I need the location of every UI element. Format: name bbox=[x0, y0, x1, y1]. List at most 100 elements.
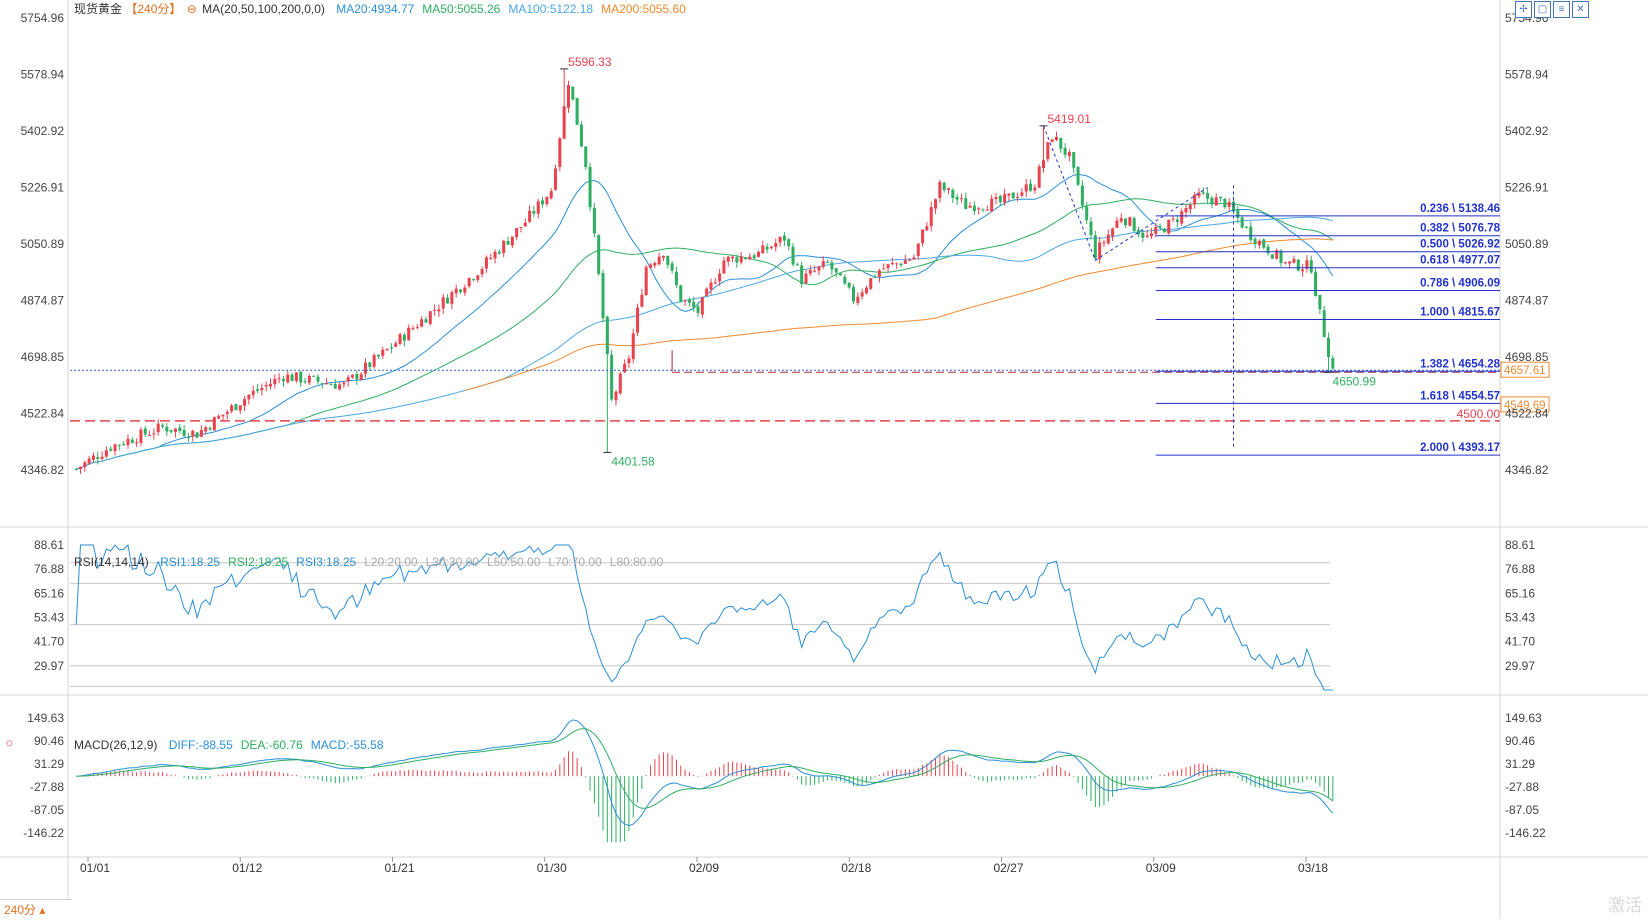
candle-body[interactable] bbox=[1029, 183, 1033, 191]
candle-body[interactable] bbox=[312, 375, 316, 377]
candle-body[interactable] bbox=[761, 245, 765, 254]
candle-body[interactable] bbox=[1244, 226, 1248, 228]
candle-body[interactable] bbox=[864, 287, 868, 294]
candle-body[interactable] bbox=[1020, 192, 1024, 196]
candle-body[interactable] bbox=[813, 270, 817, 272]
candle-body[interactable] bbox=[532, 211, 536, 214]
candle-body[interactable] bbox=[925, 226, 929, 231]
candle-body[interactable] bbox=[1128, 217, 1132, 226]
candle-body[interactable] bbox=[1033, 187, 1037, 191]
candle-body[interactable] bbox=[381, 349, 385, 356]
candle-body[interactable] bbox=[1322, 310, 1326, 337]
candle-body[interactable] bbox=[87, 458, 91, 464]
candle-body[interactable] bbox=[765, 246, 769, 250]
candle-body[interactable] bbox=[1201, 192, 1205, 194]
candle-body[interactable] bbox=[942, 182, 946, 191]
candle-body[interactable] bbox=[1024, 184, 1028, 192]
candle-body[interactable] bbox=[510, 236, 514, 246]
candle-body[interactable] bbox=[230, 405, 234, 412]
close-icon[interactable]: ✕ bbox=[1572, 1, 1589, 18]
candle-body[interactable] bbox=[1093, 235, 1097, 259]
candle-body[interactable] bbox=[1236, 209, 1240, 218]
candle-body[interactable] bbox=[1249, 226, 1253, 240]
candle-body[interactable] bbox=[338, 384, 342, 390]
candle-body[interactable] bbox=[156, 423, 160, 433]
candle-body[interactable] bbox=[1054, 136, 1058, 141]
candle-body[interactable] bbox=[964, 198, 968, 210]
candle-body[interactable] bbox=[1253, 238, 1257, 245]
candle-body[interactable] bbox=[873, 276, 877, 278]
candle-body[interactable] bbox=[951, 189, 955, 198]
candle-body[interactable] bbox=[368, 362, 372, 368]
candle-body[interactable] bbox=[554, 168, 558, 190]
candle-body[interactable] bbox=[636, 307, 640, 333]
candle-body[interactable] bbox=[1180, 211, 1184, 224]
candle-body[interactable] bbox=[139, 429, 143, 443]
candle-body[interactable] bbox=[541, 200, 545, 205]
candle-body[interactable] bbox=[130, 439, 134, 443]
candle-body[interactable] bbox=[674, 271, 678, 286]
candle-body[interactable] bbox=[1223, 198, 1227, 208]
candle-body[interactable] bbox=[571, 86, 575, 100]
candle-body[interactable] bbox=[959, 198, 963, 200]
candle-body[interactable] bbox=[420, 319, 424, 327]
candle-body[interactable] bbox=[1270, 254, 1274, 259]
candle-body[interactable] bbox=[199, 430, 203, 437]
candle-body[interactable] bbox=[1007, 193, 1011, 196]
candle-body[interactable] bbox=[774, 243, 778, 248]
candle-body[interactable] bbox=[480, 269, 484, 275]
candle-body[interactable] bbox=[584, 146, 588, 168]
candle-body[interactable] bbox=[398, 334, 402, 344]
candle-body[interactable] bbox=[1085, 206, 1089, 221]
candle-body[interactable] bbox=[722, 260, 726, 274]
candle-body[interactable] bbox=[916, 243, 920, 257]
candle-body[interactable] bbox=[1283, 262, 1287, 264]
candle-body[interactable] bbox=[597, 235, 601, 274]
candle-body[interactable] bbox=[601, 273, 605, 319]
candle-body[interactable] bbox=[605, 316, 609, 355]
candle-body[interactable] bbox=[731, 256, 735, 259]
candle-body[interactable] bbox=[489, 258, 493, 260]
candle-body[interactable] bbox=[847, 282, 851, 288]
candle-body[interactable] bbox=[91, 455, 95, 460]
candle-body[interactable] bbox=[683, 300, 687, 302]
candle-body[interactable] bbox=[1080, 185, 1084, 206]
candle-body[interactable] bbox=[566, 85, 570, 108]
candle-body[interactable] bbox=[1206, 193, 1210, 199]
candle-body[interactable] bbox=[1162, 228, 1166, 233]
candle-body[interactable] bbox=[709, 282, 713, 290]
candle-body[interactable] bbox=[1145, 235, 1149, 237]
candle-body[interactable] bbox=[256, 389, 260, 391]
candle-body[interactable] bbox=[1210, 197, 1214, 205]
candle-body[interactable] bbox=[869, 278, 873, 289]
candle-body[interactable] bbox=[173, 428, 177, 432]
candle-body[interactable] bbox=[394, 343, 398, 347]
candle-body[interactable] bbox=[1266, 246, 1270, 254]
candle-body[interactable] bbox=[1111, 228, 1115, 237]
candle-body[interactable] bbox=[705, 288, 709, 296]
candle-body[interactable] bbox=[882, 268, 886, 270]
candle-body[interactable] bbox=[713, 282, 717, 284]
candlesticks[interactable] bbox=[74, 68, 1335, 475]
candle-body[interactable] bbox=[795, 264, 799, 266]
candle-body[interactable] bbox=[782, 235, 786, 241]
candle-body[interactable] bbox=[117, 444, 121, 446]
candle-body[interactable] bbox=[161, 425, 165, 427]
candle-body[interactable] bbox=[148, 434, 152, 436]
candle-body[interactable] bbox=[528, 210, 532, 222]
candle-body[interactable] bbox=[325, 383, 329, 385]
candle-body[interactable] bbox=[113, 444, 117, 452]
candle-body[interactable] bbox=[195, 432, 199, 438]
candle-body[interactable] bbox=[1292, 258, 1296, 263]
candle-body[interactable] bbox=[320, 383, 324, 385]
candle-body[interactable] bbox=[579, 124, 583, 147]
candle-body[interactable] bbox=[1067, 151, 1071, 157]
candle-body[interactable] bbox=[471, 279, 475, 281]
candle-body[interactable] bbox=[946, 188, 951, 190]
candle-body[interactable] bbox=[700, 297, 704, 315]
candle-body[interactable] bbox=[303, 381, 307, 383]
candle-body[interactable] bbox=[839, 273, 843, 276]
candle-body[interactable] bbox=[342, 382, 346, 385]
candle-body[interactable] bbox=[122, 443, 126, 445]
candle-body[interactable] bbox=[243, 399, 247, 406]
